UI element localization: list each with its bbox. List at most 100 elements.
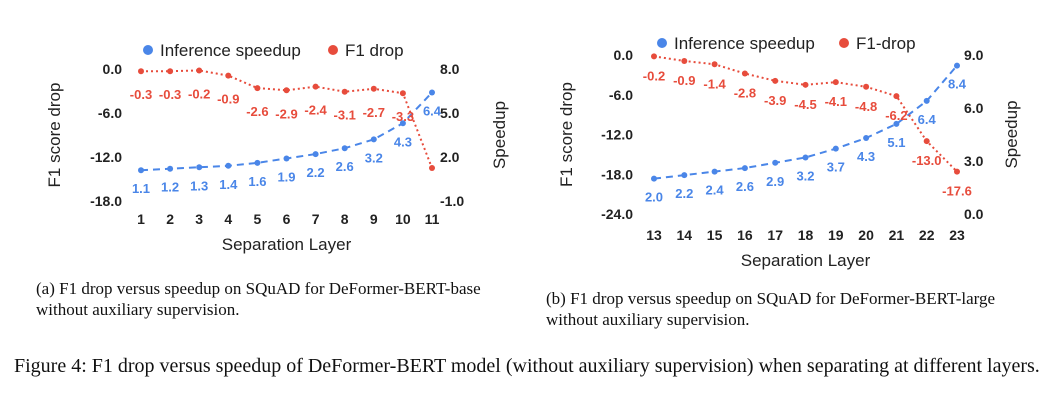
x-tick-label: 13 [646, 227, 662, 243]
data-label-f1: -4.8 [855, 99, 877, 114]
point-f1 [254, 85, 261, 92]
data-label-speedup: 2.9 [766, 174, 784, 189]
legend-marker-f1 [328, 45, 338, 55]
y-left-tick-label: -6.0 [98, 105, 122, 121]
subcaption-a: (a) F1 drop versus speedup on SQuAD for … [36, 279, 481, 319]
legend-label-speedup: Inference speedup [674, 34, 815, 53]
data-label-speedup: 1.3 [190, 178, 208, 193]
point-f1 [167, 68, 174, 75]
data-label-speedup: 6.4 [918, 112, 937, 127]
data-label-f1: -2.6 [246, 104, 268, 119]
x-tick-label: 20 [858, 227, 874, 243]
x-tick-label: 2 [166, 211, 174, 227]
data-label-speedup: 5.1 [887, 135, 905, 150]
chart-a: Inference speedup F1 drop 0.0 -6.0 -12.0 -18.… [45, 41, 509, 254]
point-speedup [741, 165, 748, 172]
point-speedup [772, 159, 779, 166]
point-speedup [923, 97, 930, 104]
legend-label-f1: F1 drop [345, 41, 404, 60]
legend-marker-speedup [657, 38, 667, 48]
x-tick-label: 18 [798, 227, 814, 243]
y-right-tick-label: 3.0 [964, 153, 984, 169]
data-label-speedup: 3.2 [796, 168, 814, 183]
data-label-speedup: 2.2 [675, 186, 693, 201]
y-right-tick-label: 9.0 [964, 47, 984, 63]
x-tick-label: 3 [195, 211, 203, 227]
data-label-f1: -13.0 [912, 153, 942, 168]
point-speedup [711, 168, 718, 175]
data-label-speedup: 2.6 [736, 179, 754, 194]
x-tick-label: 5 [254, 211, 262, 227]
point-f1 [954, 168, 960, 175]
data-label-speedup: 3.7 [827, 160, 845, 175]
data-label-f1: -2.8 [734, 86, 756, 101]
x-axis-title: Separation Layer [741, 251, 871, 270]
data-label-speedup: 1.4 [219, 177, 238, 192]
data-label-speedup: 3.2 [365, 150, 383, 165]
y-right-tick-label: 2.0 [440, 149, 460, 165]
legend-marker-f1 [839, 38, 849, 48]
point-speedup [254, 159, 261, 166]
point-f1 [138, 68, 144, 75]
data-label-f1: -17.6 [942, 184, 972, 199]
x-tick-label: 17 [767, 227, 783, 243]
subcaption-b: (b) F1 drop versus speedup on SQuAD for … [546, 289, 996, 329]
point-f1 [681, 57, 688, 64]
legend-label-f1: F1-drop [856, 34, 916, 53]
point-f1 [832, 79, 839, 86]
point-f1 [863, 83, 870, 90]
y-right-tick-label: 8.0 [440, 61, 460, 77]
series-line-f1 [653, 55, 958, 173]
y-left-tick-label: -12.0 [601, 127, 633, 143]
point-speedup [167, 165, 174, 172]
point-speedup [429, 89, 435, 96]
data-label-f1: -2.7 [363, 105, 385, 120]
point-f1 [893, 93, 900, 100]
data-label-f1: -2.9 [275, 106, 297, 121]
figure-caption: Figure 4: F1 drop versus speedup of DeFo… [14, 355, 1040, 377]
point-f1 [283, 87, 290, 94]
point-speedup [681, 172, 688, 179]
x-tick-label: 10 [395, 211, 411, 227]
y-right-tick-label: -1.0 [440, 193, 464, 209]
legend-marker-speedup [143, 45, 153, 55]
data-label-speedup: 8.4 [948, 77, 967, 92]
y-left-axis-title: F1 score drop [557, 82, 576, 187]
point-speedup [312, 151, 319, 158]
point-speedup [651, 175, 657, 182]
y-left-tick-label: -6.0 [609, 87, 633, 103]
x-tick-label: 16 [737, 227, 753, 243]
point-f1 [711, 61, 718, 68]
data-label-f1: -0.3 [130, 87, 152, 102]
point-speedup [954, 62, 960, 69]
point-speedup [225, 162, 232, 169]
point-speedup [283, 155, 290, 162]
point-f1 [429, 165, 435, 171]
legend-label-speedup: Inference speedup [160, 41, 301, 60]
series-line-f1 [141, 69, 433, 169]
y-left-tick-label: 0.0 [614, 47, 634, 63]
data-label-speedup: 1.1 [132, 181, 150, 196]
data-label-f1: -4.1 [825, 94, 847, 109]
data-label-f1: -3.3 [392, 109, 414, 124]
x-tick-label: 22 [919, 227, 935, 243]
data-label-speedup: 2.2 [307, 165, 325, 180]
x-tick-label: 15 [707, 227, 723, 243]
data-label-f1: -6.2 [885, 108, 907, 123]
point-f1 [399, 90, 406, 97]
y-left-axis-title: F1 score drop [45, 83, 64, 188]
series-line-speedup [653, 64, 958, 180]
y-left-tick-label: -24.0 [601, 206, 633, 222]
data-label-f1: -0.2 [643, 68, 665, 83]
x-tick-label: 6 [283, 211, 291, 227]
chart-b: Inference speedup F1-drop 0.0 -6.0 -12.0 -18.… [557, 34, 1021, 270]
x-tick-label: 8 [341, 211, 349, 227]
x-tick-label: 19 [828, 227, 844, 243]
y-left-tick-label: -18.0 [90, 193, 122, 209]
point-speedup [370, 136, 377, 143]
x-tick-label: 21 [889, 227, 905, 243]
data-label-f1: -3.9 [764, 93, 786, 108]
data-label-f1: -0.9 [673, 73, 695, 88]
y-right-tick-label: 6.0 [964, 100, 984, 116]
